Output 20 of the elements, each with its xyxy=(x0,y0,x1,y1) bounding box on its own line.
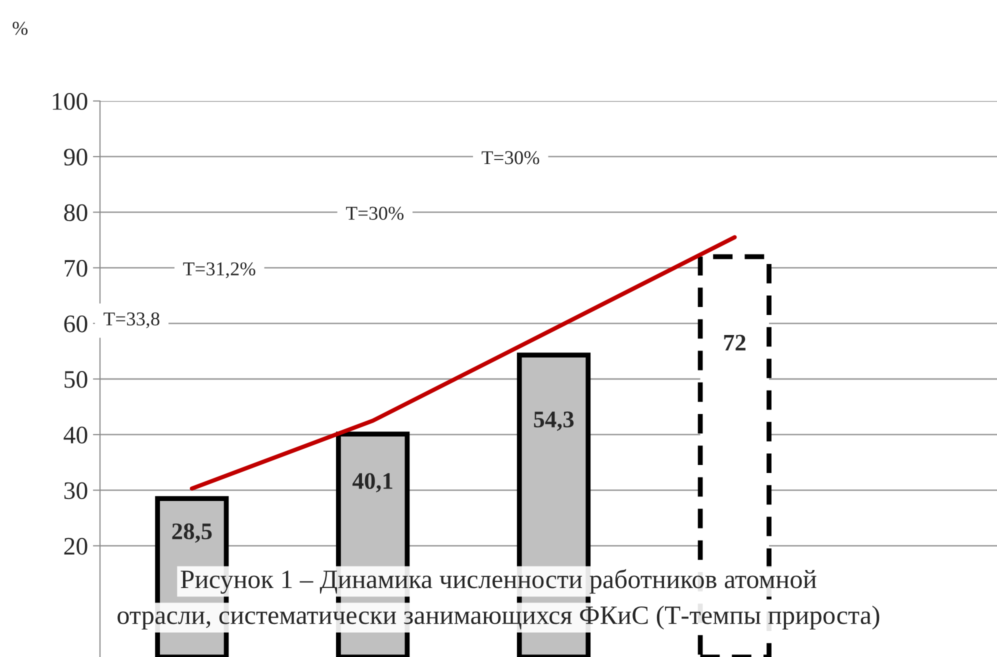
annotation: отрасли, систематически занимающихся ФКиС (Т-темпы прироста) xyxy=(118,606,880,630)
data-label: 40,1 xyxy=(352,473,392,492)
annotation: T=33,8 xyxy=(104,312,160,328)
annotation: T=30% xyxy=(346,206,404,220)
y-tick-label: 40 xyxy=(64,426,88,444)
y-tick-label: 70 xyxy=(64,260,88,277)
data-label: 28,5 xyxy=(172,523,212,543)
data-label: 54,3 xyxy=(534,412,574,431)
y-axis-title: % xyxy=(12,22,28,35)
y-tick-label: 80 xyxy=(64,204,88,222)
y-tick-label: 100 xyxy=(52,93,88,110)
y-tick-label: 20 xyxy=(64,538,88,555)
y-tick-label: 50 xyxy=(64,371,88,388)
y-tick-label: 90 xyxy=(64,148,88,166)
y-tick-label: 30 xyxy=(64,482,88,500)
annotation: Рисунок 1 – Динамика численности работников атомной xyxy=(180,569,816,594)
annotation: T=31,2% xyxy=(183,262,256,278)
annotation: T=30% xyxy=(482,151,540,164)
y-tick-label: 60 xyxy=(64,315,88,332)
data-label: 72 xyxy=(724,334,746,350)
